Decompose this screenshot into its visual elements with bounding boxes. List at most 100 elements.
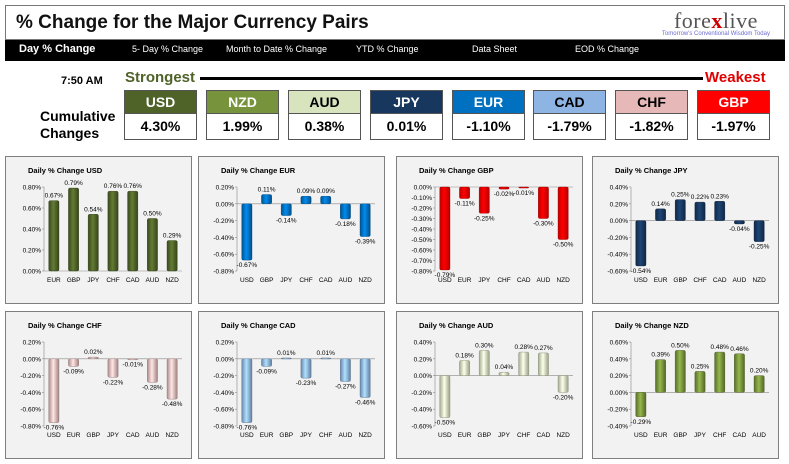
bar-chart: Daily % Change GBP 0.00% -0.10% -0.20% -0.30… bbox=[411, 166, 573, 284]
chart-title: Daily % Change EUR bbox=[221, 166, 296, 175]
x-tick-label: NZD bbox=[556, 432, 570, 439]
y-tick-label: -0.20% bbox=[213, 373, 234, 380]
bar-chart: Daily % Change USD 0.80% 0.60% 0.40% 0.20% 0.… bbox=[23, 166, 182, 284]
bar-chart: Daily % Change AUD 0.40% 0.20% 0.00% -0.20% -… bbox=[411, 321, 574, 439]
y-tick-label: -0.80% bbox=[213, 424, 234, 431]
y-tick-label: 0.40% bbox=[610, 185, 629, 192]
y-tick-label: -0.20% bbox=[213, 218, 234, 225]
x-tick-label: NZD bbox=[358, 432, 372, 439]
tab-5-day-change[interactable]: 5- Day % Change bbox=[132, 44, 204, 54]
data-label: 0.20% bbox=[750, 368, 769, 375]
y-tick-label: -0.10% bbox=[411, 195, 432, 202]
data-label: -0.04% bbox=[729, 226, 750, 233]
bar-eur bbox=[459, 360, 470, 376]
bar-jpy bbox=[478, 186, 490, 214]
currency-cumulative-value: -1.79% bbox=[534, 114, 605, 139]
data-label: 0.11% bbox=[258, 187, 276, 194]
x-tick-label: EUR bbox=[458, 432, 472, 439]
x-tick-label: JPY bbox=[300, 432, 313, 439]
bar-jpy bbox=[87, 214, 99, 272]
bar-chart: Daily % Change NZD 0.60% 0.40% 0.20% 0.00% -0… bbox=[607, 321, 769, 439]
data-label: -0.50% bbox=[435, 420, 456, 427]
forexlive-logo: forexlive Tomorrow's Conventional Wisdom… bbox=[661, 8, 770, 37]
data-label: 0.54% bbox=[84, 206, 103, 213]
bar-jpy bbox=[300, 358, 312, 379]
tab-day-change[interactable]: Day % Change bbox=[19, 43, 96, 55]
chart-panel-gbp: Daily % Change GBP 0.00% -0.10% -0.20% -0.30… bbox=[396, 156, 583, 304]
data-label: -0.28% bbox=[142, 384, 163, 391]
bar-nzd bbox=[166, 358, 178, 400]
data-label: 0.50% bbox=[671, 342, 690, 349]
chart-title: Daily % Change USD bbox=[28, 166, 103, 175]
nav-bar: Day % Change 5- Day % Change Month to Da… bbox=[5, 40, 785, 61]
bar-chf bbox=[714, 351, 726, 393]
y-tick-label: -0.60% bbox=[20, 407, 41, 414]
currency-code: EUR bbox=[453, 91, 524, 114]
y-tick-label: -0.60% bbox=[411, 248, 432, 255]
y-tick-label: -0.40% bbox=[213, 235, 234, 242]
tab-data-sheet[interactable]: Data Sheet bbox=[472, 44, 518, 54]
x-tick-label: EUR bbox=[654, 277, 668, 284]
tab-ytd-change[interactable]: YTD % Change bbox=[356, 44, 419, 54]
y-tick-label: 0.20% bbox=[610, 373, 629, 380]
currency-code: GBP bbox=[698, 91, 769, 114]
data-label: -0.25% bbox=[749, 244, 770, 251]
x-tick-label: USD bbox=[634, 277, 648, 284]
currency-code: AUD bbox=[289, 91, 360, 114]
y-tick-label: 0.20% bbox=[216, 185, 235, 192]
y-tick-label: 0.00% bbox=[216, 201, 235, 208]
bar-chart: Daily % Change CHF 0.20% 0.00% -0.20% -0.40%… bbox=[20, 321, 182, 439]
x-tick-label: AUD bbox=[146, 432, 160, 439]
chart-panel-aud: Daily % Change AUD 0.40% 0.20% 0.00% -0.20% -… bbox=[396, 311, 583, 459]
y-tick-label: 0.40% bbox=[23, 227, 42, 234]
x-tick-label: CHF bbox=[517, 432, 530, 439]
data-label: -0.14% bbox=[276, 218, 297, 225]
currency-box-gbp: GBP -1.97% bbox=[697, 90, 770, 140]
data-label: -0.01% bbox=[513, 190, 534, 197]
bar-usd bbox=[635, 220, 647, 267]
y-tick-label: -0.40% bbox=[213, 390, 234, 397]
data-label: -0.79% bbox=[435, 272, 456, 279]
tab-month-to-date-change[interactable]: Month to Date % Change bbox=[226, 44, 328, 54]
x-tick-label: GBP bbox=[260, 277, 274, 284]
currency-box-cad: CAD -1.79% bbox=[533, 90, 606, 140]
x-tick-label: CAD bbox=[126, 432, 140, 439]
bar-cad bbox=[518, 186, 530, 189]
bar-nzd bbox=[557, 375, 569, 393]
x-tick-label: AUD bbox=[733, 277, 747, 284]
bar-usd bbox=[635, 392, 647, 417]
data-label: 0.29% bbox=[163, 233, 182, 240]
x-tick-label: EUR bbox=[260, 432, 274, 439]
bar-chart: Daily % Change EUR 0.20% 0.00% -0.20% -0.40%… bbox=[213, 166, 375, 284]
x-tick-label: USD bbox=[438, 277, 452, 284]
y-tick-label: 0.40% bbox=[610, 356, 629, 363]
page-title: % Change for the Major Currency Pairs bbox=[16, 12, 369, 33]
bar-chf bbox=[694, 201, 706, 221]
x-tick-label: JPY bbox=[107, 432, 120, 439]
y-tick-label: 0.20% bbox=[216, 340, 235, 347]
bar-usd bbox=[439, 186, 451, 271]
x-tick-label: AUD bbox=[752, 432, 766, 439]
y-tick-label: -0.30% bbox=[411, 216, 432, 223]
chart-panel-cad: Daily % Change CAD 0.20% 0.00% -0.20% -0.40%… bbox=[198, 311, 385, 459]
x-tick-label: USD bbox=[47, 432, 61, 439]
data-label: 0.67% bbox=[45, 193, 64, 200]
currency-cumulative-value: 0.01% bbox=[371, 114, 442, 139]
y-tick-label: -0.40% bbox=[20, 390, 41, 397]
y-tick-label: 0.40% bbox=[414, 340, 433, 347]
data-label: 0.25% bbox=[671, 192, 690, 199]
currency-code: NZD bbox=[207, 91, 278, 114]
data-label: -0.30% bbox=[533, 221, 554, 228]
data-label: -0.20% bbox=[553, 394, 574, 401]
chart-panel-chf: Daily % Change CHF 0.20% 0.00% -0.20% -0.40%… bbox=[5, 311, 192, 459]
currency-box-nzd: NZD 1.99% bbox=[206, 90, 279, 140]
bar-cad bbox=[320, 196, 332, 205]
data-label: -0.27% bbox=[335, 383, 356, 390]
currency-code: CAD bbox=[534, 91, 605, 114]
bar-jpy bbox=[498, 372, 510, 376]
bar-cad bbox=[538, 352, 549, 376]
currency-cumulative-value: -1.10% bbox=[453, 114, 524, 139]
bar-gbp bbox=[68, 187, 79, 272]
tab-eod-change[interactable]: EOD % Change bbox=[575, 44, 640, 54]
x-tick-label: CHF bbox=[497, 277, 510, 284]
